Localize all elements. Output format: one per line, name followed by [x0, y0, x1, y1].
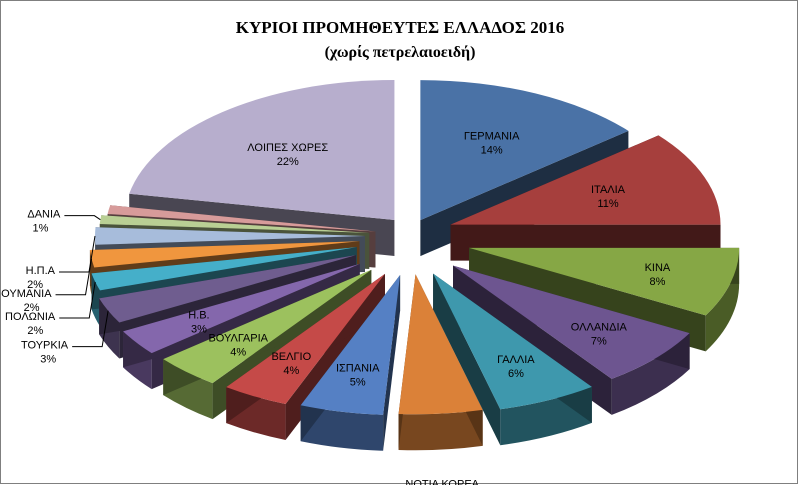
slice-top [107, 205, 376, 232]
slice-label: ΙΤΑΛΙΑ [591, 184, 626, 196]
slice-top [89, 241, 360, 268]
label-leader-line [55, 258, 93, 296]
slice-value-label: 6% [508, 368, 524, 380]
slice-label: Η.Π.Α [26, 265, 56, 277]
slice-value-label: 3% [40, 354, 56, 366]
slice-top [163, 269, 372, 384]
slice-7 [300, 275, 401, 451]
slice-value-label: 2% [27, 279, 43, 291]
slice-top [453, 265, 690, 379]
slice-5 [433, 273, 592, 446]
slice-cut-face [123, 263, 360, 368]
slice-value-label: 7% [591, 335, 607, 347]
chart-subtitle: (χωρίς πετρελαιοειδή) [325, 44, 476, 61]
slice-value-label: 2% [24, 302, 40, 314]
slice-value-label: 4% [230, 346, 246, 358]
slice-label: ΙΣΠΑΝΙΑ [336, 362, 380, 374]
slice-value-label: 1% [32, 223, 48, 235]
chart-title: ΚΥΡΙΟΙ ΠΡΟΜΗΘΕΥΤΕΣ ΕΛΛΑΔΟΣ 2016 [236, 18, 564, 37]
slice-value-label: 8% [649, 276, 665, 288]
slice-top [129, 79, 395, 220]
slice-label: ΒΟΥΛΓΑΡΙΑ [208, 332, 268, 344]
slice-label: ΛΟΙΠΕΣ ΧΩΡΕΣ [247, 142, 328, 154]
slice-value-label: 22% [277, 156, 299, 168]
slice-label: Η.Β. [188, 310, 209, 322]
labels-layer: ΓΕΡΜΑΝΙΑ 14% ΙΤΑΛΙΑ 11% ΚΙΝΑ 8% ΟΛΛΑΝΔΙΑ 7% ΓΑΛΛ… [1, 131, 671, 485]
slice-label: ΠΟΛΩΝΙΑ [5, 311, 56, 323]
slice-cut-face [383, 275, 401, 451]
slice-top [123, 263, 360, 354]
slice-cut-face [99, 255, 356, 335]
slice-side-wall [705, 247, 740, 352]
slice-label: ΤΟΥΡΚΙΑ [21, 340, 69, 352]
slice-side-wall [300, 405, 384, 451]
slice-top [433, 273, 592, 410]
slice-top [450, 135, 721, 225]
slice-top [300, 275, 401, 415]
slice-value-label: 14% [481, 145, 503, 157]
slice-top [95, 227, 366, 245]
slice-label: ΒΕΛΓΙΟ [271, 351, 311, 363]
slice-side-wall [398, 409, 483, 451]
slice-label: ΔΑΝΙΑ [27, 209, 61, 221]
slice-value-label: 5% [350, 376, 366, 388]
slice-cut-face [433, 273, 501, 446]
slice-label: ΡΟΥΜΑΝΙΑ [1, 288, 52, 300]
slice-top [91, 247, 357, 291]
label-leader-line [59, 281, 96, 319]
slice-value-label: 2% [27, 325, 43, 337]
slice-value-label: 11% [597, 198, 618, 210]
slice-label: ΝΟΤΙΑ ΚΟΡΕΑ [405, 479, 479, 485]
slice-3 [469, 247, 740, 352]
slice-6 [398, 274, 483, 451]
slice-2 [450, 135, 721, 261]
slice-label: ΓΕΡΜΑΝΙΑ [464, 131, 520, 143]
label-leader-line [72, 310, 109, 348]
slice-top [99, 215, 370, 233]
slices-layer [89, 79, 740, 451]
slice-top [226, 273, 385, 405]
slice-top [398, 274, 483, 415]
slice-top [99, 255, 356, 323]
slice-label: ΓΑΛΛΙΑ [497, 354, 535, 366]
slice-value-label: 3% [191, 324, 207, 336]
label-leader-line [64, 215, 101, 221]
slice-value-label: 4% [283, 365, 299, 377]
label-leader-line [59, 235, 96, 273]
slice-top [469, 247, 740, 316]
slice-top [420, 80, 629, 221]
slice-label: ΚΙΝΑ [645, 262, 671, 274]
slice-label: ΟΛΛΑΝΔΙΑ [571, 321, 628, 333]
